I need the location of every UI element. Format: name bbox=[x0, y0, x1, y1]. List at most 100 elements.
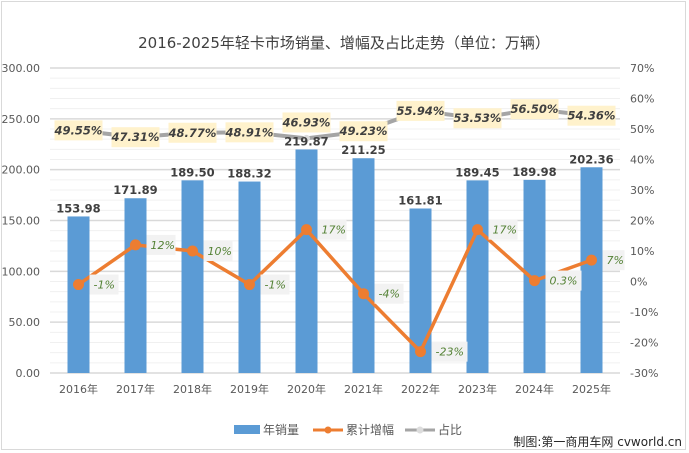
share-data-label: 49.55% bbox=[54, 123, 103, 137]
bar-data-label: 171.89 bbox=[113, 183, 157, 197]
y-left-tick-label: 200.00 bbox=[2, 164, 41, 177]
credit-text: 制图:第一商用车网 cvworld.cn bbox=[513, 434, 682, 449]
growth-label-box bbox=[89, 274, 119, 295]
growth-label-box bbox=[203, 241, 233, 261]
bar bbox=[124, 198, 147, 373]
share-data-label: 48.77% bbox=[168, 126, 217, 140]
bar bbox=[466, 180, 489, 373]
growth-label-box bbox=[545, 270, 582, 291]
growth-data-label: -4% bbox=[379, 288, 400, 301]
legend-label-sales: 年销量 bbox=[263, 423, 299, 437]
y-right-tick-label: 40% bbox=[630, 154, 654, 167]
y-right-tick-label: 70% bbox=[630, 62, 654, 75]
share-label-box bbox=[396, 100, 445, 121]
bar bbox=[352, 158, 375, 373]
growth-point bbox=[415, 346, 426, 358]
share-label-box bbox=[54, 120, 103, 141]
growth-data-label: 0.3% bbox=[550, 275, 578, 288]
share-data-label: 47.31% bbox=[111, 130, 160, 144]
y-right-tick-label: -10% bbox=[630, 306, 658, 319]
y-left-tick-label: 50.00 bbox=[9, 316, 41, 329]
share-label-box bbox=[567, 105, 616, 126]
y-left-tick-label: 250.00 bbox=[2, 113, 41, 126]
growth-point bbox=[358, 288, 369, 300]
legend-label-share: 占比 bbox=[438, 422, 462, 437]
growth-label-box bbox=[431, 341, 468, 362]
y-right-tick-label: -20% bbox=[630, 337, 658, 350]
y-right-tick-label: 60% bbox=[630, 93, 654, 106]
growth-label-box bbox=[488, 219, 518, 240]
y-right-tick-label: 50% bbox=[630, 123, 654, 136]
legend-marker-share bbox=[416, 426, 424, 434]
x-tick-label: 2024年 bbox=[515, 382, 554, 396]
share-data-label: 56.50% bbox=[511, 102, 559, 116]
x-tick-label: 2017年 bbox=[116, 382, 155, 396]
bar bbox=[238, 181, 261, 373]
bar-data-label: 219.87 bbox=[284, 134, 328, 148]
bar-data-label: 188.32 bbox=[227, 167, 271, 181]
x-tick-label: 2021年 bbox=[344, 382, 383, 396]
bar bbox=[67, 216, 90, 373]
x-tick-label: 2020年 bbox=[287, 382, 326, 396]
bar-data-label: 161.81 bbox=[398, 193, 442, 207]
share-data-label: 54.36% bbox=[568, 109, 616, 123]
x-tick-label: 2019年 bbox=[230, 382, 269, 396]
bar bbox=[181, 180, 204, 373]
share-label-box bbox=[225, 122, 274, 143]
y-left-tick-label: 300.00 bbox=[2, 62, 41, 75]
growth-label-box bbox=[260, 274, 290, 295]
share-data-label: 48.91% bbox=[225, 125, 274, 139]
growth-point bbox=[472, 224, 483, 236]
y-right-tick-label: -30% bbox=[630, 367, 658, 380]
bar-data-label: 189.45 bbox=[455, 165, 499, 179]
share-label-box bbox=[168, 122, 217, 143]
x-tick-label: 2018年 bbox=[173, 382, 212, 396]
growth-point bbox=[529, 275, 540, 287]
growth-point bbox=[73, 279, 84, 291]
share-data-label: 46.93% bbox=[282, 115, 331, 129]
growth-point bbox=[586, 254, 597, 266]
legend-label-growth: 累计增幅 bbox=[346, 422, 394, 437]
y-right-tick-label: 20% bbox=[630, 215, 654, 228]
bar bbox=[409, 208, 432, 373]
growth-point bbox=[244, 279, 255, 291]
y-left-tick-label: 150.00 bbox=[2, 215, 41, 228]
y-right-tick-label: 30% bbox=[630, 184, 654, 197]
growth-label-box bbox=[602, 250, 625, 271]
growth-point bbox=[187, 245, 198, 257]
y-right-tick-label: 10% bbox=[630, 245, 654, 258]
growth-data-label: 12% bbox=[151, 239, 175, 252]
bar-data-label: 211.25 bbox=[341, 143, 385, 157]
y-left-tick-label: 0.00 bbox=[16, 367, 41, 380]
share-data-label: 55.94% bbox=[397, 104, 445, 118]
growth-data-label: 10% bbox=[208, 245, 232, 258]
x-tick-label: 2022年 bbox=[401, 382, 440, 396]
y-right-tick-label: 0% bbox=[630, 276, 647, 289]
growth-label-box bbox=[374, 283, 404, 304]
share-label-box bbox=[339, 121, 388, 142]
x-tick-label: 2025年 bbox=[572, 382, 611, 396]
share-label-box bbox=[282, 112, 331, 133]
y-left-tick-label: 100.00 bbox=[2, 265, 41, 278]
bar-data-label: 189.50 bbox=[170, 165, 214, 179]
x-tick-label: 2023年 bbox=[458, 382, 497, 396]
bar-data-label: 202.36 bbox=[569, 152, 613, 166]
growth-point bbox=[301, 224, 312, 236]
legend-marker-growth bbox=[324, 426, 332, 434]
share-data-label: 49.23% bbox=[339, 124, 388, 138]
growth-data-label: -23% bbox=[436, 346, 464, 359]
growth-label-box bbox=[317, 219, 347, 240]
legend: 年销量 累计增幅 占比 bbox=[234, 422, 462, 437]
bar bbox=[580, 167, 603, 373]
share-label-box bbox=[111, 127, 160, 148]
growth-data-label: 17% bbox=[322, 224, 346, 237]
x-tick-label: 2016年 bbox=[59, 382, 98, 396]
bar-data-label: 189.98 bbox=[512, 165, 556, 179]
growth-data-label: 7% bbox=[607, 254, 624, 267]
growth-data-label: -1% bbox=[265, 279, 286, 292]
chart-title: 2016-2025年轻卡市场销量、增幅及占比走势（单位：万辆） bbox=[138, 34, 550, 52]
share-line bbox=[78, 107, 592, 141]
share-data-label: 53.53% bbox=[454, 111, 502, 125]
